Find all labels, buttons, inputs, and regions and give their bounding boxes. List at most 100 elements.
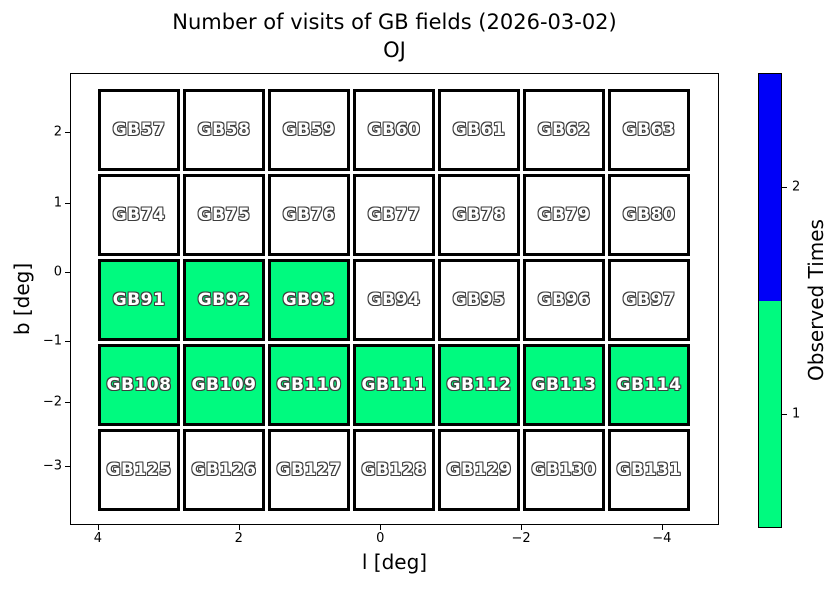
field-cell-gb92: GB92 [183, 259, 265, 341]
y-tick-label: 2 [53, 124, 62, 140]
field-label: GB78 [452, 205, 506, 225]
field-label: GB60 [367, 120, 421, 140]
field-label: GB126 [191, 460, 257, 480]
field-label: GB76 [282, 205, 336, 225]
field-cell-gb78: GB78 [438, 174, 520, 256]
field-label: GB91 [112, 290, 166, 310]
y-tick-mark [65, 402, 70, 404]
field-label: GB74 [112, 205, 166, 225]
field-label: GB113 [531, 375, 597, 395]
x-tick-label: −4 [652, 531, 672, 546]
plot-area: GB57 GB58 GB59 GB60 GB61 GB62 GB63 GB74 GB75 GB76… [70, 73, 719, 525]
field-cell-gb125: GB125 [98, 429, 180, 511]
x-tick-mark [238, 525, 240, 530]
field-label: GB93 [282, 290, 336, 310]
colorbar-tick-mark [782, 186, 787, 188]
field-cell-gb58: GB58 [183, 89, 265, 171]
field-cell-gb77: GB77 [353, 174, 435, 256]
field-cell-gb74: GB74 [98, 174, 180, 256]
x-tick-label: 0 [376, 531, 385, 546]
field-cell-gb93: GB93 [268, 259, 350, 341]
field-cell-gb114: GB114 [608, 344, 690, 426]
field-cell-gb111: GB111 [353, 344, 435, 426]
colorbar-segment-1 [759, 300, 781, 527]
colorbar-tick-label: 1 [792, 406, 801, 422]
field-label: GB94 [367, 290, 421, 310]
y-tick-mark [65, 272, 70, 274]
y-tick-label: −1 [42, 333, 62, 349]
colorbar-label: Observed Times [804, 219, 828, 381]
field-cell-gb95: GB95 [438, 259, 520, 341]
field-cell-gb60: GB60 [353, 89, 435, 171]
field-label: GB96 [537, 290, 591, 310]
colorbar-segment-0 [759, 74, 781, 301]
field-cell-gb126: GB126 [183, 429, 265, 511]
field-label: GB62 [537, 120, 591, 140]
field-label: GB63 [622, 120, 676, 140]
field-label: GB79 [537, 205, 591, 225]
field-cell-gb108: GB108 [98, 344, 180, 426]
chart-title: Number of visits of GB fields (2026-03-0… [172, 10, 617, 34]
field-label: GB109 [191, 375, 257, 395]
x-tick-mark [97, 525, 99, 530]
colorbar [758, 73, 782, 528]
field-cell-gb80: GB80 [608, 174, 690, 256]
x-tick-label: −2 [511, 531, 531, 546]
field-label: GB111 [361, 375, 427, 395]
field-label: GB125 [106, 460, 172, 480]
y-tick-label: 0 [53, 264, 62, 280]
x-axis-label: l [deg] [361, 550, 428, 574]
x-tick-mark [661, 525, 663, 530]
field-cell-gb112: GB112 [438, 344, 520, 426]
y-tick-mark [65, 132, 70, 134]
y-tick-label: −3 [42, 458, 62, 474]
field-cell-gb130: GB130 [523, 429, 605, 511]
field-grid: GB57 GB58 GB59 GB60 GB61 GB62 GB63 GB74 GB75 GB76… [98, 89, 690, 511]
y-tick-label: −2 [42, 394, 62, 410]
field-label: GB108 [106, 375, 172, 395]
y-tick-mark [65, 340, 70, 342]
field-cell-gb113: GB113 [523, 344, 605, 426]
field-cell-gb91: GB91 [98, 259, 180, 341]
field-label: GB127 [276, 460, 342, 480]
field-label: GB131 [616, 460, 682, 480]
x-tick-mark [521, 525, 523, 530]
y-tick-mark [65, 202, 70, 204]
field-label: GB77 [367, 205, 421, 225]
field-label: GB58 [197, 120, 251, 140]
x-tick-label: 2 [234, 531, 243, 546]
field-label: GB92 [197, 290, 251, 310]
field-label: GB130 [531, 460, 597, 480]
colorbar-tick-label: 2 [792, 179, 801, 195]
field-cell-gb97: GB97 [608, 259, 690, 341]
field-label: GB128 [361, 460, 427, 480]
x-tick-label: 4 [93, 531, 103, 546]
field-label: GB114 [616, 375, 682, 395]
field-cell-gb109: GB109 [183, 344, 265, 426]
field-label: GB61 [452, 120, 506, 140]
field-label: GB57 [112, 120, 166, 140]
colorbar-tick-mark [782, 414, 787, 416]
y-tick-label: 1 [53, 195, 62, 211]
field-cell-gb79: GB79 [523, 174, 605, 256]
field-cell-gb57: GB57 [98, 89, 180, 171]
field-label: GB97 [622, 290, 676, 310]
field-cell-gb76: GB76 [268, 174, 350, 256]
field-cell-gb61: GB61 [438, 89, 520, 171]
field-label: GB110 [276, 375, 342, 395]
field-cell-gb63: GB63 [608, 89, 690, 171]
field-cell-gb128: GB128 [353, 429, 435, 511]
field-cell-gb59: GB59 [268, 89, 350, 171]
field-label: GB80 [622, 205, 676, 225]
field-cell-gb96: GB96 [523, 259, 605, 341]
chart-title-block: Number of visits of GB fields (2026-03-0… [70, 8, 719, 64]
field-cell-gb110: GB110 [268, 344, 350, 426]
x-tick-mark [380, 525, 382, 530]
field-cell-gb129: GB129 [438, 429, 520, 511]
field-label: GB95 [452, 290, 506, 310]
field-cell-gb94: GB94 [353, 259, 435, 341]
field-label: GB59 [282, 120, 336, 140]
field-label: GB112 [446, 375, 512, 395]
field-label: GB129 [446, 460, 512, 480]
